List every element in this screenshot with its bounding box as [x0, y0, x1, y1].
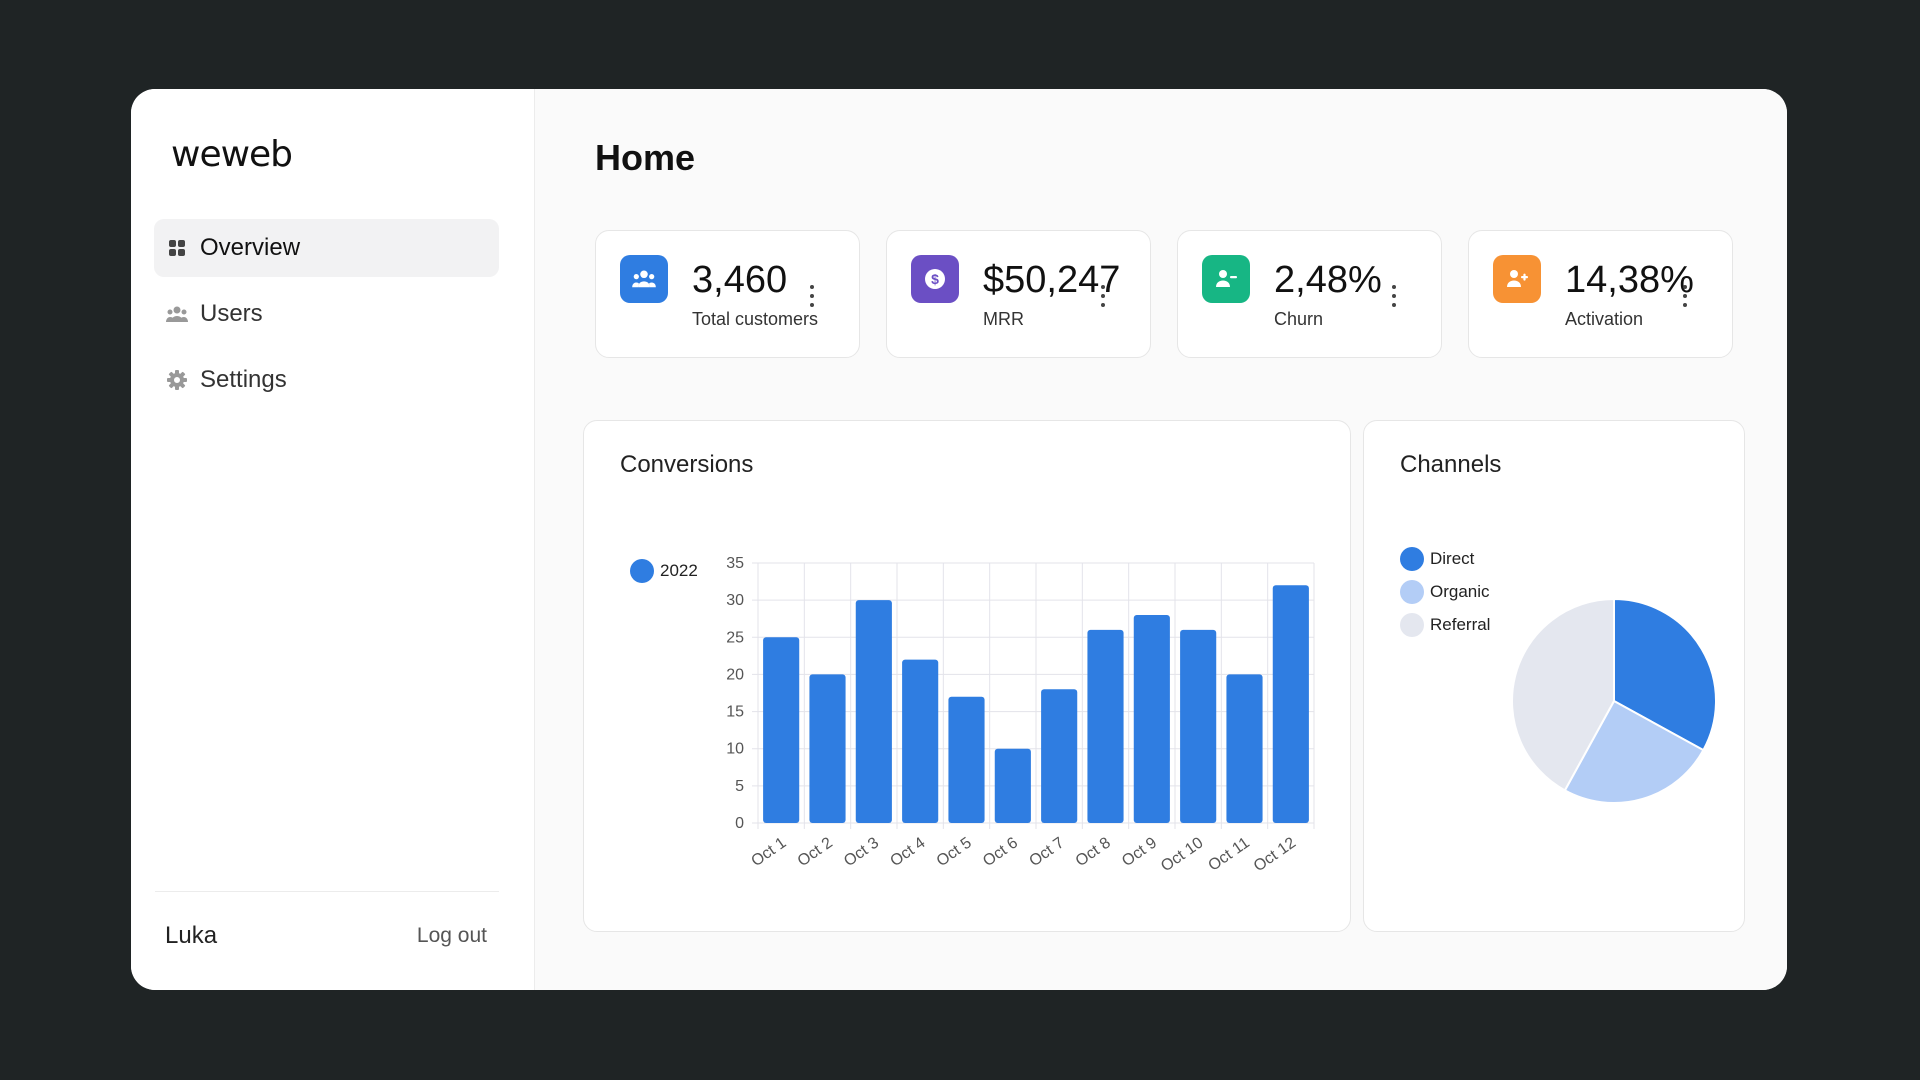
x-tick-label: Oct 7	[1026, 834, 1067, 870]
legend-label: Direct	[1430, 549, 1475, 568]
kpi-label: MRR	[983, 309, 1024, 329]
legend-swatch	[1400, 547, 1424, 571]
sidebar-item-users[interactable]: Users	[154, 285, 499, 343]
y-tick-label: 30	[726, 592, 744, 609]
kpi-label: Total customers	[692, 309, 819, 329]
y-tick-label: 10	[726, 741, 744, 758]
user-name: Luka	[165, 922, 218, 949]
legend-swatch	[630, 559, 654, 583]
x-tick-label: Oct 2	[795, 834, 836, 870]
brand-logo: weweb	[171, 134, 293, 175]
x-tick-label: Oct 6	[980, 834, 1021, 870]
legend-item[interactable]: 2022	[630, 559, 698, 583]
legend-item-referral[interactable]: Referral	[1400, 613, 1490, 637]
legend-item-direct[interactable]: Direct	[1400, 547, 1490, 571]
legend-swatch	[1400, 613, 1424, 637]
x-tick-label: Oct 10	[1158, 834, 1206, 875]
x-tick-label: Oct 12	[1251, 834, 1299, 875]
legend-label: Organic	[1430, 582, 1490, 601]
more-vertical-icon[interactable]	[1391, 285, 1397, 307]
users-icon	[620, 255, 668, 303]
sidebar: weweb Overview	[131, 89, 535, 990]
bar[interactable]	[1087, 629, 1124, 823]
pie-legend: Direct Organic Referral	[1400, 547, 1490, 637]
legend-swatch	[1400, 580, 1424, 604]
app-window: weweb Overview	[131, 89, 1787, 990]
legend-label: 2022	[660, 561, 698, 580]
dollar-icon: $	[911, 255, 959, 303]
more-vertical-icon[interactable]	[809, 285, 815, 307]
kpi-card-churn: 2,48% Churn	[1177, 230, 1442, 358]
bar[interactable]	[1226, 674, 1263, 823]
y-tick-label: 20	[726, 666, 744, 683]
card-title: Channels	[1400, 451, 1502, 478]
gear-icon	[166, 369, 188, 391]
sidebar-item-settings[interactable]: Settings	[154, 351, 499, 409]
x-tick-label: Oct 4	[887, 834, 928, 870]
bar[interactable]	[994, 748, 1031, 823]
kpi-label: Activation	[1565, 309, 1644, 329]
x-tick-label: Oct 9	[1119, 834, 1160, 870]
pie-slice[interactable]	[1511, 597, 1615, 792]
legend-item-organic[interactable]: Organic	[1400, 580, 1490, 604]
legend-label: Referral	[1430, 615, 1491, 634]
main-content: Home 3,460 Total customers	[535, 89, 1787, 990]
bar[interactable]	[1133, 615, 1170, 823]
svg-text:$: $	[931, 271, 939, 287]
y-tick-label: 5	[735, 778, 744, 795]
bar[interactable]	[1041, 689, 1078, 823]
pie-slice[interactable]	[1613, 597, 1717, 752]
x-tick-label: Oct 5	[934, 834, 975, 870]
grid-icon	[166, 237, 188, 259]
bar[interactable]	[809, 674, 846, 823]
user-plus-icon	[1493, 255, 1541, 303]
page-title: Home	[595, 137, 696, 178]
y-tick-label: 35	[726, 555, 744, 572]
bar[interactable]	[1272, 585, 1309, 823]
sidebar-item-label: Users	[200, 300, 263, 327]
sidebar-item-label: Settings	[200, 366, 287, 393]
card-title: Conversions	[620, 451, 754, 478]
kpi-value: $50,247	[983, 259, 1121, 301]
bar[interactable]	[902, 659, 939, 823]
kpi-card-activation: 14,38% Activation	[1468, 230, 1733, 358]
more-vertical-icon[interactable]	[1100, 285, 1106, 307]
bar[interactable]	[948, 696, 985, 823]
kpi-label: Churn	[1274, 309, 1324, 329]
x-tick-label: Oct 11	[1205, 834, 1252, 874]
conversions-card: Conversions 2022 0 5 10 15 20 25 30 35 Oct 1 Oct …	[583, 420, 1351, 932]
kpi-card-mrr: $ $50,247 MRR	[886, 230, 1151, 358]
bar[interactable]	[855, 600, 892, 823]
sidebar-item-overview[interactable]: Overview	[154, 219, 499, 277]
bar[interactable]	[1180, 629, 1217, 823]
sidebar-item-label: Overview	[200, 234, 301, 261]
y-tick-label: 25	[726, 629, 744, 646]
kpi-value: 2,48%	[1274, 259, 1382, 301]
x-tick-label: Oct 1	[748, 834, 789, 870]
channels-pie-chart	[1511, 597, 1717, 804]
kpi-card-customers: 3,460 Total customers	[595, 230, 860, 358]
kpi-value: 3,460	[692, 259, 788, 301]
x-tick-label: Oct 3	[841, 834, 882, 870]
pie-slice[interactable]	[1563, 699, 1705, 804]
user-minus-icon	[1202, 255, 1250, 303]
channels-card: Channels Direct Organic Referral	[1363, 420, 1745, 932]
sidebar-footer: Luka Log out	[155, 891, 499, 950]
sidebar-nav: Overview Users	[154, 219, 499, 417]
users-icon	[166, 303, 188, 325]
kpi-value: 14,38%	[1565, 259, 1694, 301]
y-tick-label: 0	[735, 815, 744, 832]
x-tick-label: Oct 8	[1073, 834, 1114, 870]
logout-button[interactable]: Log out	[416, 924, 487, 947]
y-tick-label: 15	[726, 704, 744, 721]
more-vertical-icon[interactable]	[1682, 285, 1688, 307]
bar[interactable]	[763, 637, 800, 823]
